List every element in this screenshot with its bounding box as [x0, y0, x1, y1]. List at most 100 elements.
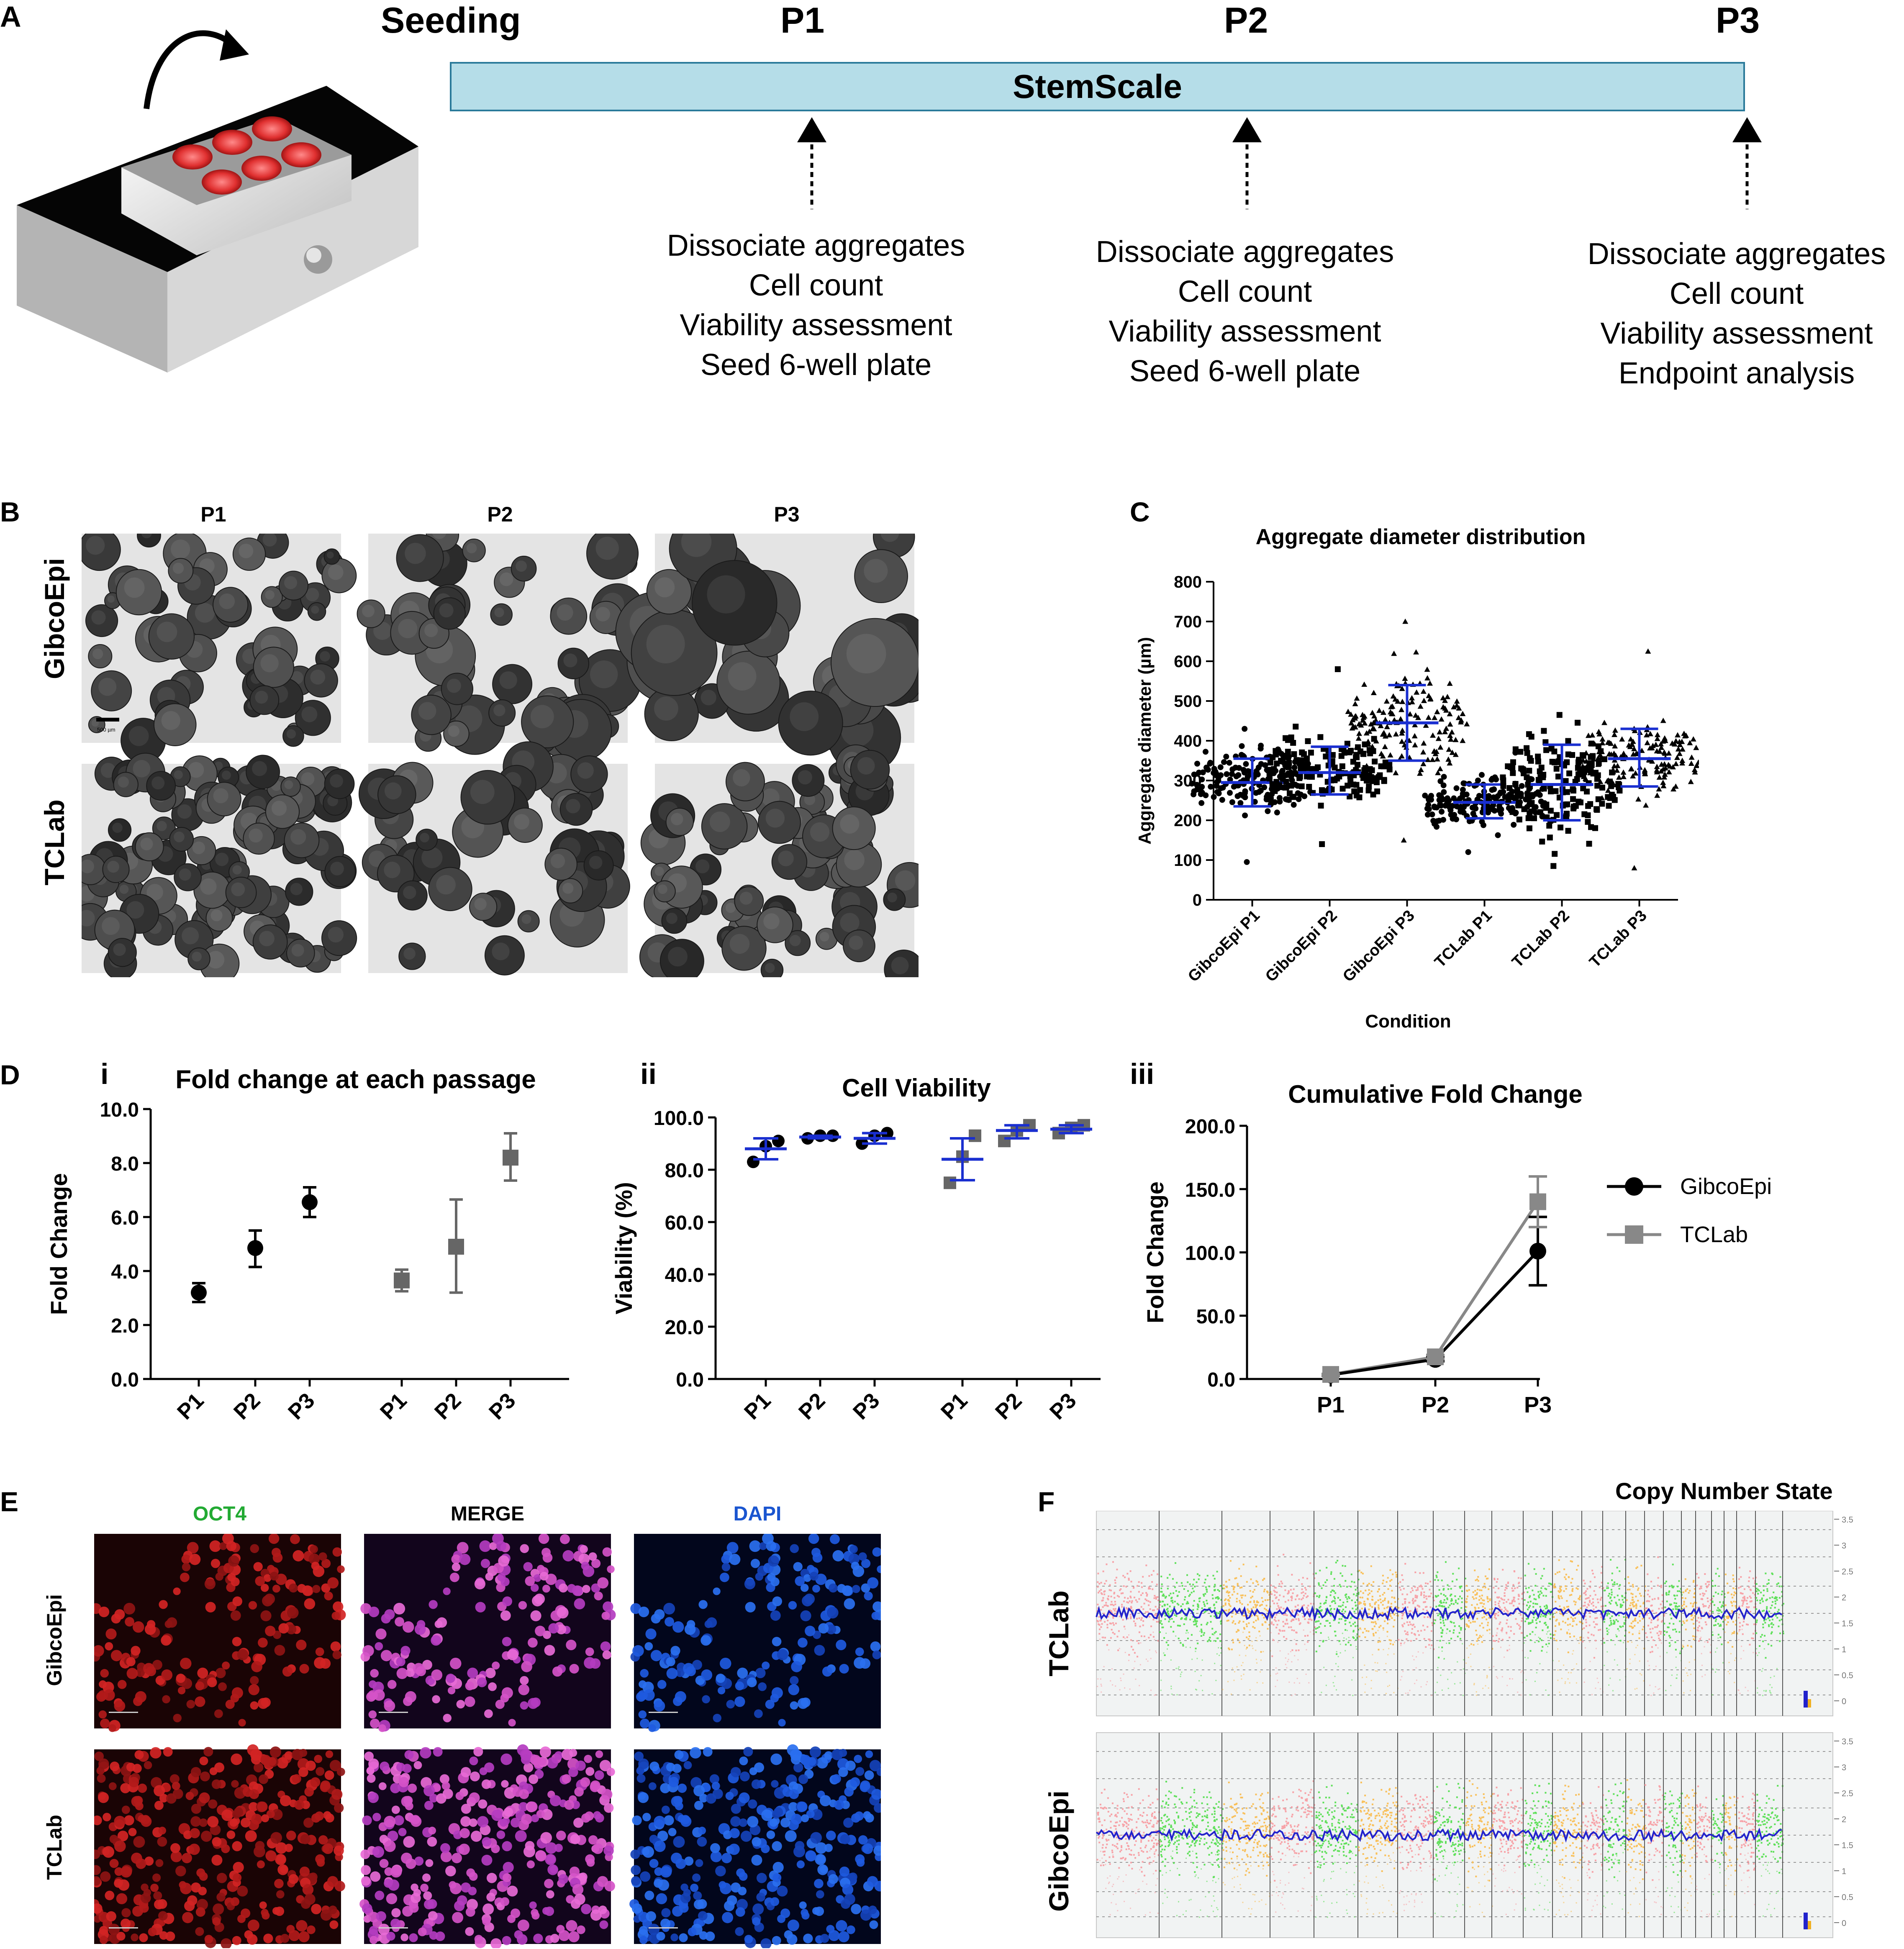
data-point — [1293, 757, 1300, 763]
data-point — [1673, 783, 1679, 789]
data-point — [1679, 758, 1686, 763]
data-point — [1688, 760, 1694, 766]
data-point — [1425, 802, 1432, 808]
y-axis-label: Aggregate diameter (µm) — [1135, 637, 1155, 845]
data-point — [1449, 750, 1455, 755]
data-point — [1227, 790, 1233, 796]
y-tick-label: 100.0 — [654, 1107, 704, 1130]
data-point — [1514, 787, 1520, 793]
x-tick-label: P1 — [172, 1388, 208, 1424]
y-tick-label: 1.5 — [1842, 1841, 1853, 1850]
y-tick-labels: 3.5 3 2.5 2 1.5 1 0.5 0 — [1834, 1737, 1853, 1928]
data-point — [1196, 769, 1202, 775]
data-point — [1654, 736, 1660, 741]
data-point — [1443, 725, 1450, 731]
data-point — [1429, 811, 1435, 818]
data-point — [1691, 767, 1698, 773]
data-point — [1274, 760, 1280, 767]
data-point — [1429, 757, 1436, 762]
data-point — [1571, 804, 1577, 810]
panel-b-col-p1: P1 — [200, 503, 226, 526]
data-point — [1322, 1366, 1339, 1383]
data-point — [1475, 777, 1481, 783]
data-point — [1376, 707, 1383, 713]
data-point — [1427, 680, 1433, 686]
data-point — [1362, 720, 1368, 726]
data-point — [1544, 814, 1550, 820]
data-point — [1654, 748, 1660, 754]
copy-number-plot — [1096, 1732, 1833, 1938]
data-point — [1495, 793, 1501, 799]
data-point — [1628, 766, 1635, 771]
y-tick-label: 2.5 — [1842, 1567, 1853, 1577]
y-tick-label: 0 — [1842, 1919, 1846, 1928]
data-point — [1272, 799, 1278, 805]
data-point — [1352, 713, 1359, 719]
data-point — [1293, 724, 1299, 730]
data-point — [1412, 742, 1418, 747]
step-item: Dissociate aggregates — [1587, 237, 1886, 271]
data-point — [1369, 710, 1375, 715]
data-point — [1266, 770, 1273, 776]
data-point — [1460, 791, 1466, 797]
data-point — [1547, 808, 1554, 814]
data-point — [1619, 736, 1625, 742]
data-point — [1434, 709, 1440, 714]
data-point — [1580, 763, 1586, 769]
data-point — [1447, 721, 1453, 727]
data-point — [1241, 770, 1247, 776]
data-point — [1286, 796, 1292, 803]
x-tick-label: P3 — [848, 1388, 884, 1424]
data-point — [1644, 740, 1650, 745]
y-tick-label: 0 — [1842, 1697, 1846, 1706]
data-point — [1430, 732, 1436, 738]
micrograph-tile — [82, 752, 357, 977]
x-tick-label: P3 — [1045, 1388, 1081, 1424]
data-point — [1255, 764, 1262, 770]
fluorescence-tile — [359, 1744, 615, 1948]
data-point — [1630, 773, 1636, 778]
data-point — [1516, 817, 1522, 823]
data-point — [1464, 721, 1470, 727]
fluorescence-tile — [94, 1744, 345, 1948]
y-tick-labels: 3.5 3 2.5 2 1.5 1 0.5 0 — [1834, 1515, 1853, 1706]
data-point — [1526, 825, 1532, 832]
data-point — [1424, 811, 1431, 818]
data-point — [1491, 808, 1498, 814]
data-point — [1453, 816, 1460, 822]
data-point — [1370, 690, 1377, 695]
data-point — [1484, 793, 1491, 800]
data-point — [1214, 789, 1221, 795]
data-point — [1595, 761, 1601, 767]
data-point — [1526, 776, 1532, 782]
data-point — [1220, 784, 1226, 791]
data-point — [1656, 774, 1663, 780]
data-point — [1384, 724, 1390, 729]
data-point — [1607, 795, 1614, 801]
chart-title: Cumulative Fold Change — [1288, 1080, 1582, 1108]
data-point — [1382, 744, 1388, 749]
data-point — [1393, 770, 1399, 775]
data-point — [1496, 803, 1502, 809]
data-point — [1601, 719, 1607, 725]
data-point — [1621, 750, 1627, 756]
data-point — [1354, 695, 1360, 701]
data-point — [1632, 728, 1638, 733]
data-point — [1661, 774, 1668, 780]
data-point — [191, 1284, 207, 1301]
data-point — [1444, 800, 1450, 806]
data-point — [1666, 769, 1672, 775]
data-point — [1658, 768, 1664, 774]
data-point — [1432, 751, 1439, 756]
y-tick-label: 0.0 — [1207, 1369, 1235, 1391]
data-point — [1460, 711, 1466, 716]
data-point — [1506, 785, 1513, 791]
data-point — [1677, 742, 1683, 747]
scale-bar — [96, 718, 119, 722]
data-point — [1550, 863, 1557, 869]
panel-d-label: D — [0, 1059, 20, 1090]
data-point — [1242, 790, 1248, 796]
data-point — [1509, 809, 1516, 815]
subpanel-number: ii — [640, 1058, 657, 1090]
data-point — [1262, 762, 1268, 768]
